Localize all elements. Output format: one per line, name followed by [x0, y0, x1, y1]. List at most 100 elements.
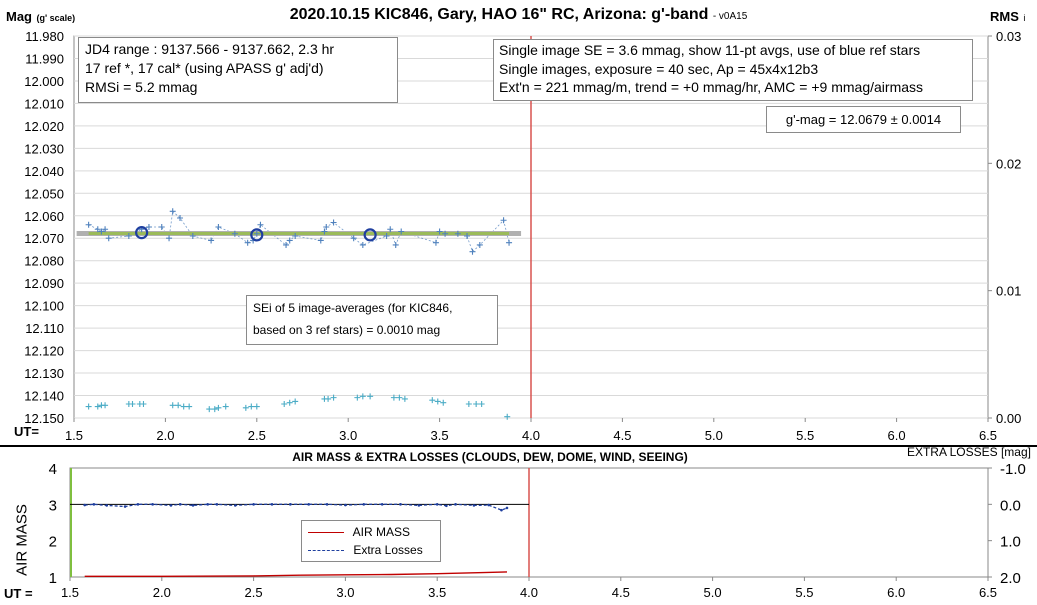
y-tick-label: 12.060	[24, 209, 64, 224]
rms-point	[354, 394, 361, 401]
rms-point	[140, 400, 147, 407]
single-image-point	[476, 241, 483, 248]
single-image-point	[145, 224, 152, 230]
extra-losses-point	[206, 503, 209, 506]
extra-losses-point	[215, 503, 219, 506]
extra-losses-point	[417, 504, 421, 507]
losses-tick-label: 1.0	[1000, 534, 1021, 551]
y2-tick-label: 0.03	[996, 29, 1021, 44]
airmass-x-tick-label: 3.0	[336, 585, 354, 600]
extra-losses-point	[270, 503, 274, 506]
rms-point	[429, 397, 436, 404]
single-image-point	[169, 208, 176, 215]
extra-losses-point	[151, 503, 154, 506]
rms-point	[186, 403, 193, 410]
y-tick-label: 12.000	[24, 74, 64, 89]
y-tick-label: 12.090	[24, 276, 64, 291]
single-image-point	[158, 224, 165, 230]
info-right-line1: Single image SE = 3.6 mmag, show 11-pt a…	[499, 42, 921, 58]
extra-losses-point	[83, 503, 86, 507]
single-image-point	[432, 239, 439, 246]
rms-point	[222, 403, 229, 410]
single-image-point	[350, 235, 357, 242]
airmass-line	[84, 571, 508, 577]
y-axis-label-sub: (g' scale)	[36, 13, 76, 23]
rms-point	[440, 399, 447, 406]
airmass-x-tick-label: 5.0	[704, 585, 722, 600]
sei-line1: SEi of 5 image-averages (for KIC846,	[253, 301, 453, 315]
y2-tick-label: 0.02	[996, 156, 1021, 171]
rms-point	[478, 400, 485, 407]
extra-losses-point	[252, 503, 255, 506]
rms-point	[215, 404, 222, 411]
single-image-point	[359, 241, 366, 248]
x-tick-label: 3.0	[339, 428, 357, 443]
y2-tick-label: 0.00	[996, 411, 1021, 426]
extra-losses-point	[307, 503, 310, 506]
extra-losses-point	[233, 504, 237, 507]
rms-point	[129, 400, 136, 407]
legend-losses-label: Extra Losses	[353, 543, 423, 557]
x-tick-label: 6.5	[979, 428, 997, 443]
single-image-point	[102, 226, 109, 233]
extra-losses-point	[487, 503, 490, 507]
info-left-line3: RMSi = 5.2 mmag	[85, 79, 198, 95]
sei-line2: based on 3 ref stars) = 0.0010 mag	[253, 323, 441, 337]
y-tick-label: 12.100	[24, 299, 64, 314]
single-image-point	[398, 228, 405, 235]
version-text: - v0A15	[712, 11, 748, 22]
extra-losses-point	[435, 503, 439, 506]
single-image-point	[454, 230, 461, 237]
extra-losses-point	[105, 504, 109, 507]
rms-point	[85, 403, 92, 410]
single-image-point	[500, 217, 507, 224]
single-image-point	[283, 241, 290, 248]
y-tick-label: 12.070	[24, 231, 64, 246]
single-image-point	[98, 228, 105, 235]
single-image-point	[387, 226, 394, 233]
rms-point	[211, 406, 218, 413]
x-tick-label: 5.5	[796, 428, 814, 443]
single-image-point	[464, 232, 471, 239]
single-image-point	[321, 228, 328, 235]
rms-point	[330, 394, 337, 401]
rms-point	[94, 403, 101, 410]
single-image-point	[231, 230, 238, 237]
y-tick-label: 12.040	[24, 164, 64, 179]
x-tick-label: 2.5	[248, 428, 266, 443]
y-tick-label: 11.990	[25, 51, 64, 66]
legend-airmass-label: AIR MASS	[352, 525, 411, 539]
rms-point	[248, 403, 255, 410]
extra-losses-point	[123, 505, 127, 508]
y-tick-label: 12.120	[24, 344, 64, 359]
y-tick-label: 12.140	[24, 389, 64, 404]
rms-point	[390, 394, 397, 401]
extra-losses-point	[362, 503, 366, 506]
y-tick-label: 12.010	[24, 96, 64, 111]
single-image-point	[292, 232, 299, 239]
y2-axis-label: RMS i	[990, 8, 1025, 26]
extra-losses-point	[472, 504, 476, 507]
single-image-point	[253, 230, 260, 237]
legend-item-airmass: AIR MASS	[308, 525, 410, 539]
x-tick-label: 1.5	[65, 428, 83, 443]
single-image-point	[177, 215, 184, 222]
extra-losses-point	[399, 503, 402, 506]
extra-losses-point	[289, 503, 292, 506]
y-tick-label: 12.030	[24, 141, 64, 156]
rms-point	[359, 393, 366, 400]
chart-title: 2020.10.15 KIC846, Gary, HAO 16" RC, Ari…	[0, 6, 1037, 24]
single-image-point	[383, 232, 390, 239]
y-tick-label: 12.110	[25, 321, 64, 336]
single-image-point	[436, 228, 443, 235]
single-image-point	[392, 241, 399, 248]
title-text: 2020.10.15 KIC846, Gary, HAO 16" RC, Ari…	[289, 6, 709, 23]
airmass-chart: 1 2 3 4 -1.0 0.0 1.0 2.0 1.5 2.0 2.5 3.0 3.5 4.0 4.5 5.…	[49, 461, 1026, 600]
airmass-x-tick-label: 2.0	[153, 585, 171, 600]
single-image-point	[442, 230, 449, 237]
single-image-point	[257, 221, 264, 228]
airmass-tick-label: 4	[49, 461, 57, 478]
single-image-point	[189, 232, 196, 239]
info-box-left: JD4 range : 9137.566 - 9137.662, 2.3 hr …	[78, 37, 398, 103]
rms-point	[180, 403, 187, 410]
